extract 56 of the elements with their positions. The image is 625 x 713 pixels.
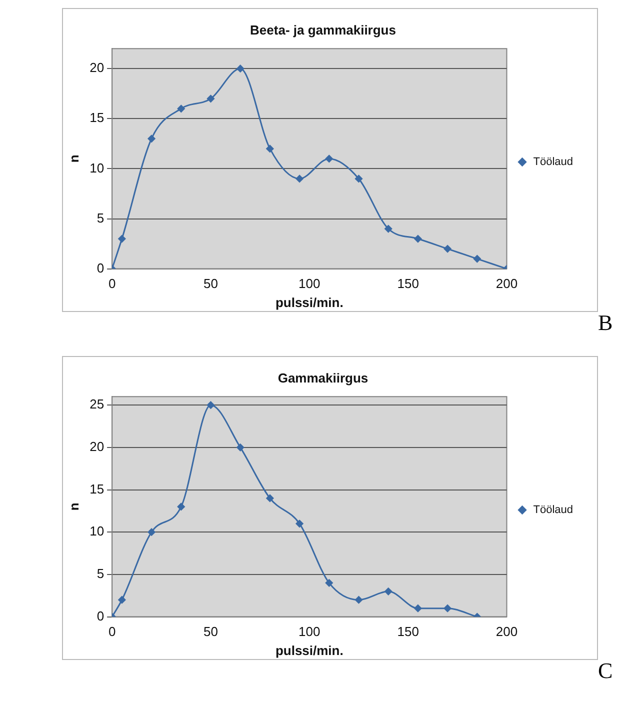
y-axis-title: n [66,154,82,163]
text: B [598,310,613,336]
y-tick-label: 15 [90,481,104,496]
x-tick-label: 100 [298,276,320,292]
point [384,588,392,596]
y-axis-title: n [66,502,82,511]
point [236,64,244,72]
x-tick-label: 150 [397,276,419,292]
point [206,94,214,102]
point [325,154,333,162]
x-tick-label: 50 [204,624,218,640]
text: C [598,658,613,684]
point [473,255,481,263]
point [266,494,274,502]
y-tick-label: 15 [90,110,104,126]
y-tick-label: 25 [90,396,104,412]
point [354,596,362,604]
y-tick-label: 10 [90,524,104,539]
y-tick-label: 20 [90,60,104,76]
point [118,596,126,604]
x-tick-label: 0 [108,276,116,292]
y-tick-label: 0 [96,608,104,624]
x-tick-label: 200 [496,276,518,292]
point [296,174,304,182]
point [118,235,126,243]
legend-label: Töölaud [533,504,574,516]
point [266,144,274,152]
point [414,604,422,612]
point [148,134,156,142]
y-tick-label: 0 [96,260,104,276]
x-tick-label: 200 [496,624,518,640]
point [296,520,304,528]
point [414,235,422,243]
point [236,444,244,452]
point [444,604,452,612]
point [444,245,452,253]
chart-title: Gammakiirgus [278,370,368,386]
point [206,401,214,409]
x-tick-label: 50 [204,276,218,292]
y-tick-label: 5 [96,566,104,582]
x-tick-label: 100 [298,624,320,640]
x-axis-title: pulssi/min. [275,642,344,658]
y-tick-label: 5 [96,210,104,226]
point [384,225,392,233]
y-tick-label: 20 [90,438,104,454]
legend-label: Töölaud [533,156,574,168]
point [354,174,362,182]
point [177,502,185,510]
point [148,528,156,536]
chart-title: Beeta- ja gammakiirgus [250,22,396,38]
x-axis-title: pulssi/min. [275,294,344,310]
point [325,579,333,587]
x-tick-label: 150 [397,624,419,640]
y-tick-label: 10 [90,160,104,176]
x-tick-label: 0 [108,624,116,640]
point [177,104,185,112]
